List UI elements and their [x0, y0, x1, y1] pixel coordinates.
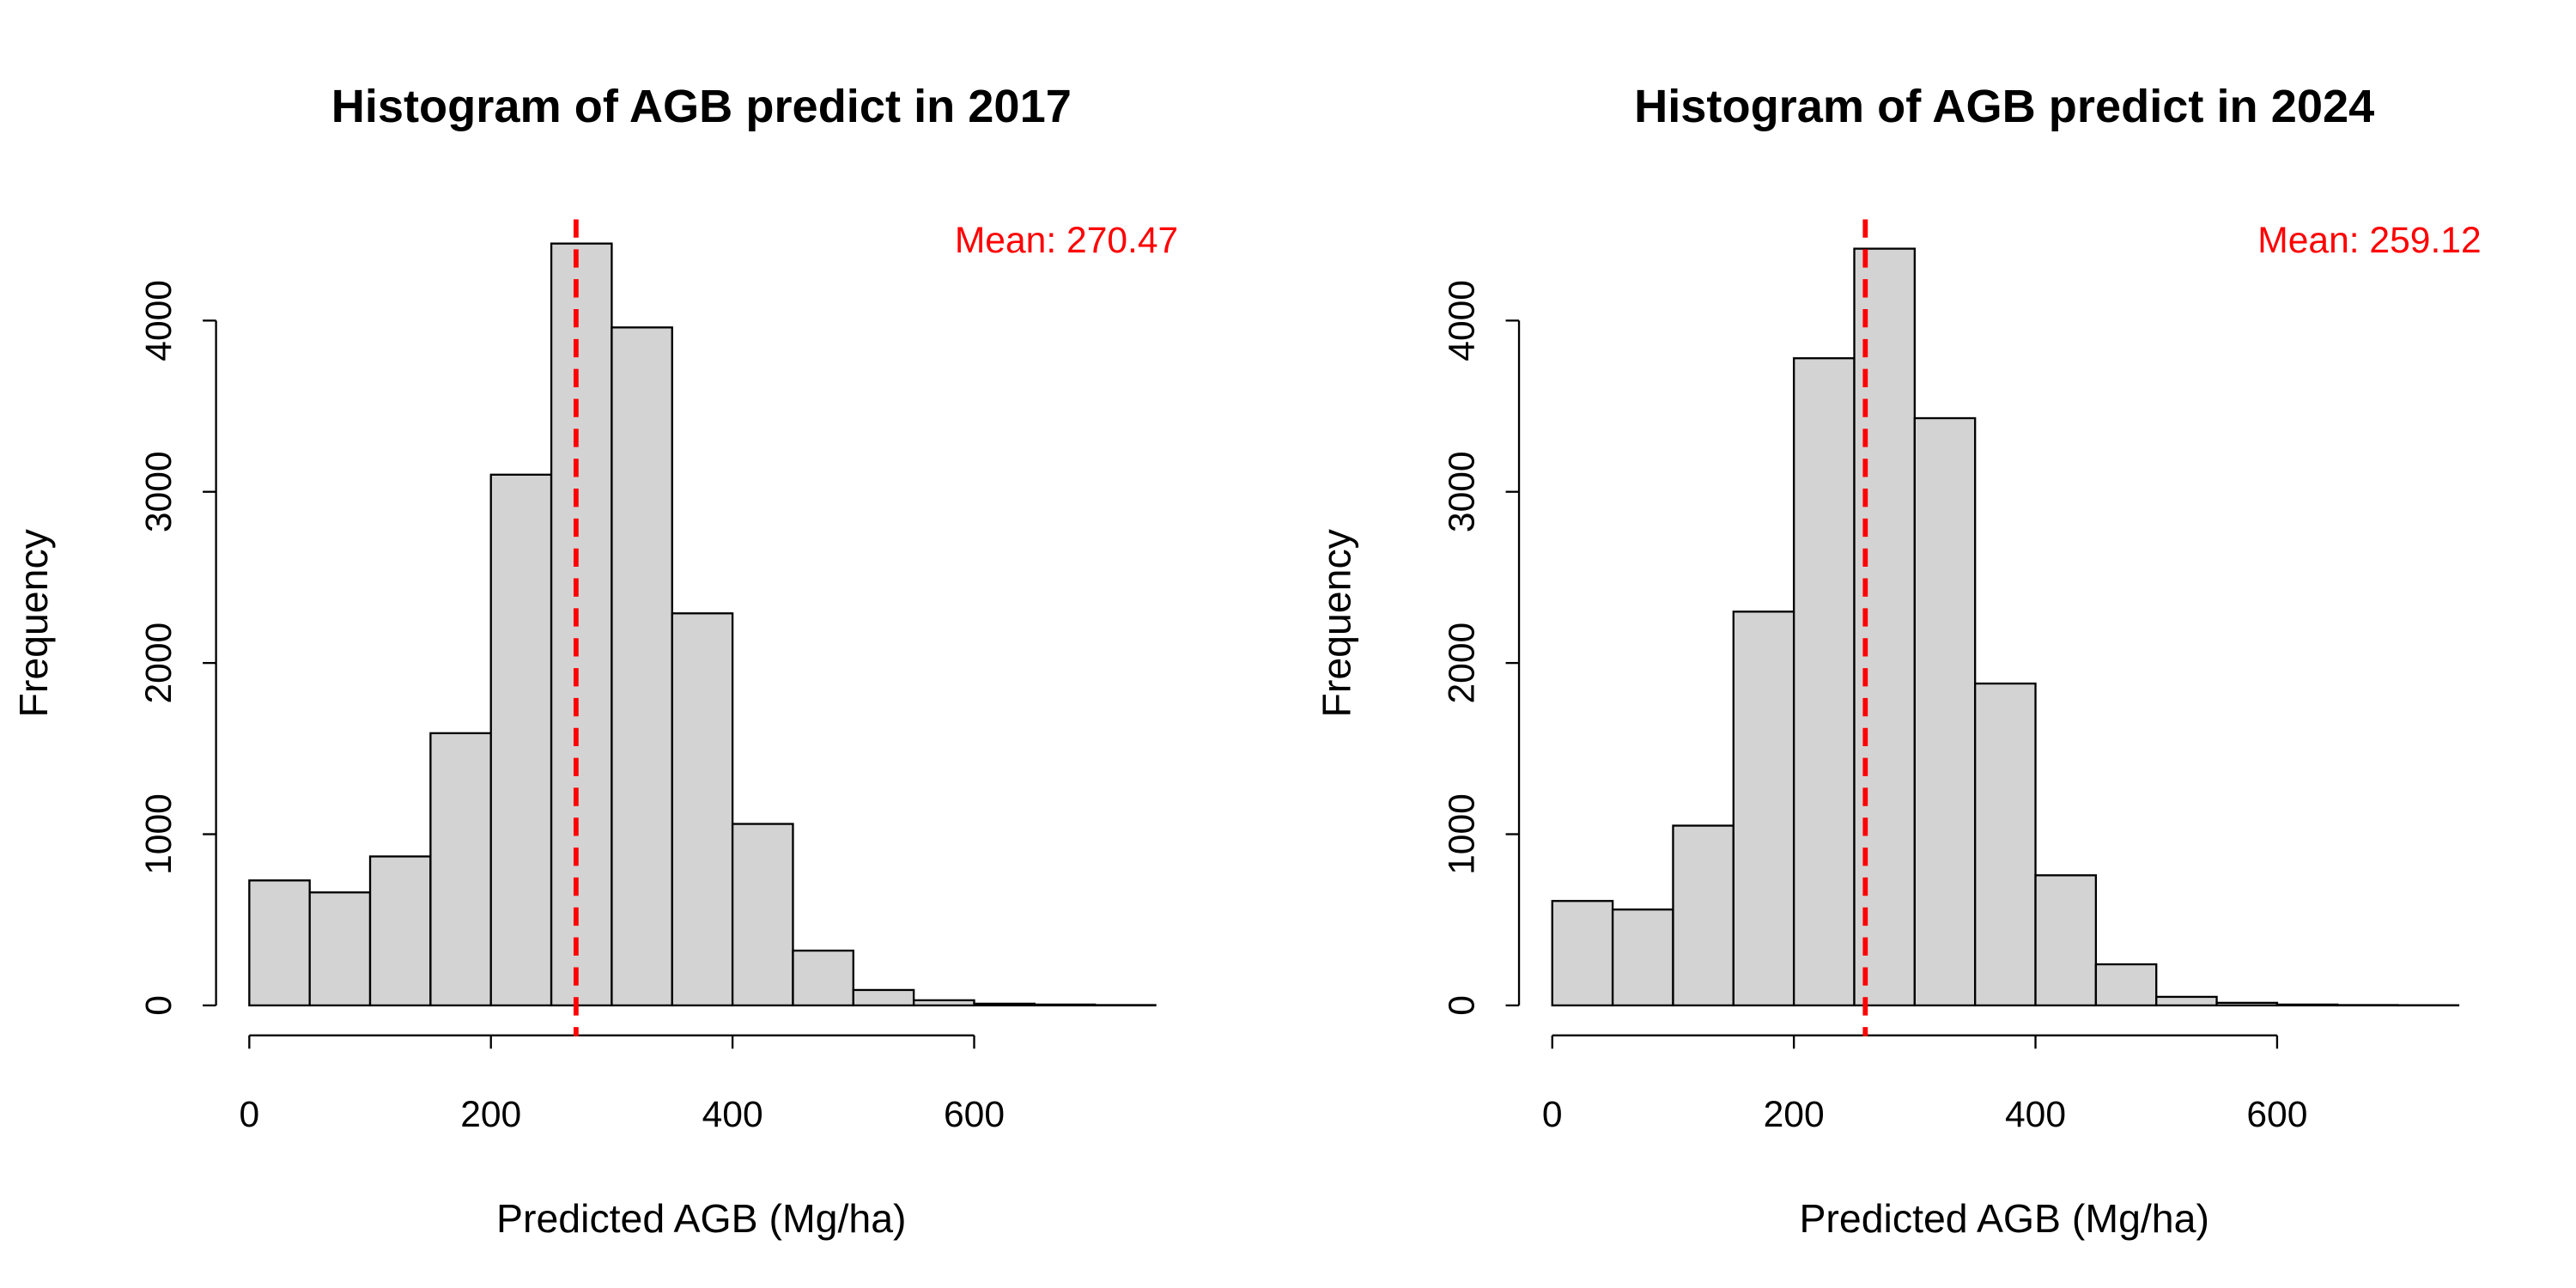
- x-tick-label: 0: [1542, 1094, 1563, 1135]
- histogram-bar: [973, 1002, 1036, 1007]
- histogram-bar: [1551, 900, 1614, 1007]
- x-tick-label: 0: [239, 1094, 259, 1135]
- y-axis-label: Frequency: [11, 528, 56, 717]
- y-tick-label: 4000: [1441, 280, 1482, 361]
- chart-title: Histogram of AGB predict in 2017: [331, 81, 1072, 132]
- histogram-bar: [2155, 995, 2218, 1007]
- y-tick-label: 4000: [138, 280, 179, 361]
- x-tick-label: 600: [944, 1094, 1005, 1135]
- y-tick-label: 0: [1441, 995, 1482, 1016]
- y-axis-label: Frequency: [1314, 528, 1358, 717]
- y-tick-label: 2000: [1441, 623, 1482, 704]
- x-tick-label: 200: [460, 1094, 521, 1135]
- x-tick-label: 400: [702, 1094, 763, 1135]
- histogram-bar: [1913, 416, 1977, 1007]
- histogram-bar: [248, 879, 311, 1007]
- histogram-bar: [2034, 874, 2098, 1007]
- histogram-bar: [2215, 1001, 2279, 1007]
- mean-label: Mean: 270.47: [955, 220, 1178, 261]
- histogram-bar: [368, 855, 432, 1007]
- histogram-bar: [1792, 357, 1856, 1007]
- x-axis-label: Predicted AGB (Mg/ha): [496, 1196, 906, 1241]
- y-tick-label: 1000: [1441, 793, 1482, 875]
- y-tick-label: 3000: [1441, 451, 1482, 532]
- histogram-bar: [792, 949, 854, 1007]
- histogram-bar: [671, 612, 734, 1007]
- histogram-bar: [1672, 824, 1735, 1007]
- histogram-bar: [489, 473, 553, 1007]
- histogram-bar: [852, 988, 915, 1007]
- histogram-bar: [2094, 963, 2158, 1007]
- y-tick-label: 3000: [138, 451, 179, 532]
- y-tick-label: 0: [138, 995, 179, 1016]
- histogram-bar: [429, 732, 492, 1007]
- x-tick-label: 600: [2246, 1094, 2307, 1135]
- histogram-bar: [1732, 611, 1795, 1007]
- y-tick-label: 2000: [138, 623, 179, 704]
- x-tick-label: 200: [1764, 1094, 1825, 1135]
- x-tick-label: 400: [2005, 1094, 2066, 1135]
- histogram-bar: [731, 823, 794, 1007]
- chart-title: Histogram of AGB predict in 2024: [1634, 81, 2374, 132]
- x-axis-label: Predicted AGB (Mg/ha): [1799, 1196, 2208, 1241]
- y-tick-label: 1000: [138, 793, 179, 875]
- histogram-bar: [611, 326, 673, 1007]
- histogram-bar: [1974, 682, 2037, 1007]
- histogram-bar: [1611, 908, 1674, 1007]
- mean-label: Mean: 259.12: [2257, 220, 2481, 261]
- histogram-bar: [550, 242, 613, 1007]
- histogram-bar: [912, 999, 975, 1007]
- histogram-bar: [308, 891, 372, 1007]
